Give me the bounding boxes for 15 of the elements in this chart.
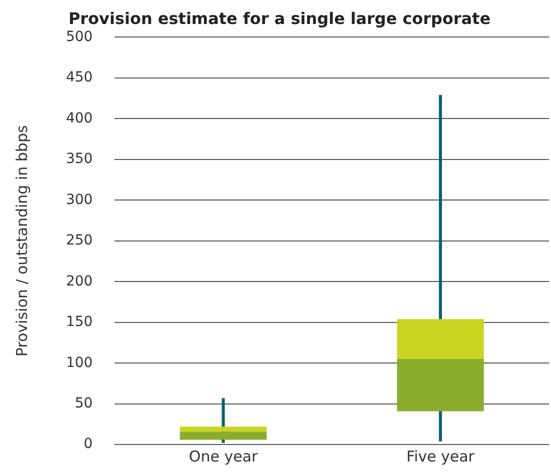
y-tick-label: 150 — [66, 314, 93, 330]
y-tick-label: 0 — [84, 436, 93, 452]
y-tick-label: 300 — [66, 192, 93, 208]
y-axis-title: Provision / outstanding in bbps — [12, 125, 31, 357]
x-tick-label: One year — [188, 447, 259, 466]
x-tick-label: Five year — [406, 447, 476, 466]
y-tick-label: 450 — [66, 70, 93, 86]
chart-title: Provision estimate for a single large corporate — [68, 8, 491, 28]
y-tick-label: 350 — [66, 151, 93, 168]
y-tick-label: 500 — [66, 28, 93, 45]
y-tick-label: 50 — [74, 396, 93, 412]
y-tick-label: 400 — [66, 110, 93, 126]
y-tick-label: 100 — [66, 354, 93, 371]
y-tick-label: 200 — [66, 273, 93, 290]
y-tick-label: 250 — [66, 232, 93, 249]
